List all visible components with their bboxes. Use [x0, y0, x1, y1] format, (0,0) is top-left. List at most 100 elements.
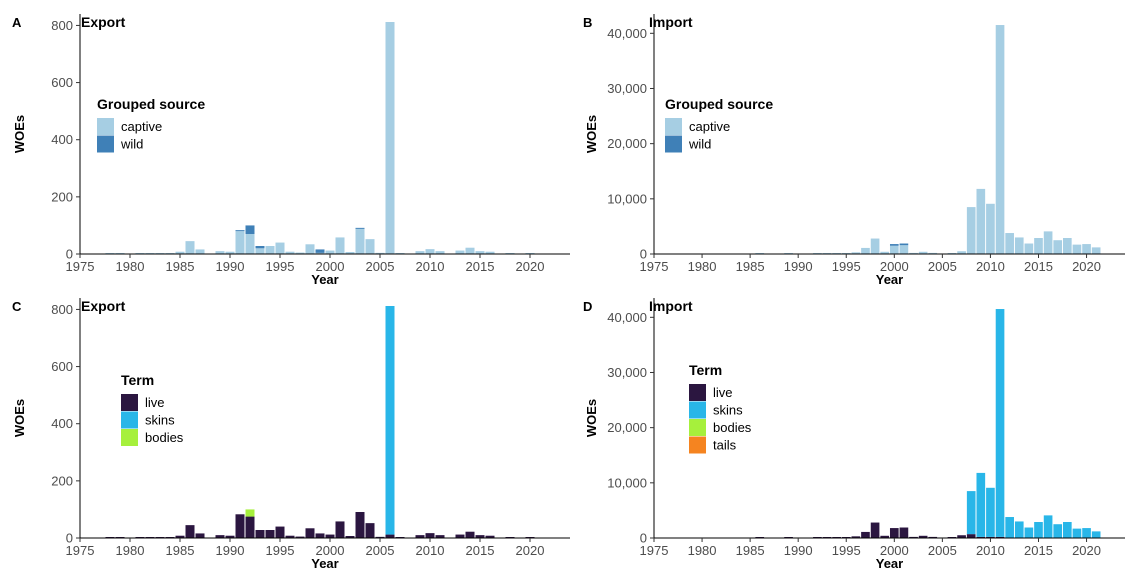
bar-skins-2021 [1091, 531, 1101, 538]
bar-live-1993 [255, 530, 265, 538]
bar-live-2001 [335, 521, 345, 538]
bar-live-2015 [475, 535, 485, 538]
x-tick-label: 2020 [1072, 259, 1101, 274]
bar-captive-1994 [265, 246, 275, 254]
y-tick-label: 0 [640, 247, 647, 262]
bar-live-2009 [415, 535, 425, 538]
x-tick-label: 1990 [784, 543, 813, 558]
bar-live-1989 [215, 535, 225, 538]
x-tick-label: 1990 [216, 543, 245, 558]
bar-skins-2010 [986, 487, 995, 537]
legend-swatch-wild [97, 135, 114, 153]
bar-live-2000 [889, 528, 899, 538]
legend-label-bodies: bodies [713, 420, 752, 435]
bar-captive-2002 [345, 252, 355, 254]
x-tick-label: 2005 [928, 543, 957, 558]
y-tick-label: 40,000 [607, 310, 647, 325]
bar-captive-2007 [957, 251, 966, 254]
legend-title: Grouped source [97, 96, 205, 112]
bar-live-1992 [245, 516, 255, 538]
bar-captive-2017 [1053, 240, 1063, 254]
legend-label-bodies: bodies [145, 430, 184, 445]
bar-captive-1997 [295, 252, 305, 254]
x-tick-label: 1995 [266, 543, 295, 558]
x-tick-label: 2015 [1024, 543, 1053, 558]
x-tick-label: 2000 [880, 259, 909, 274]
x-tick-label: 1980 [688, 543, 717, 558]
bar-wild-1999 [315, 249, 325, 253]
legend-swatch-skins [121, 411, 138, 429]
bar-live-1998 [305, 528, 315, 538]
x-tick-label: 1990 [784, 259, 813, 274]
x-tick-label: 2020 [516, 259, 545, 274]
bar-skins-2009 [976, 472, 986, 537]
bar-live-1995 [275, 526, 285, 538]
legend-swatch-tails [689, 436, 706, 454]
x-tick-label: 2010 [976, 259, 1005, 274]
bar-captive-2014 [1024, 243, 1034, 254]
bar-skins-2012 [1005, 517, 1014, 538]
x-tick-label: 1985 [166, 543, 195, 558]
x-tick-label: 1975 [66, 543, 95, 558]
bar-captive-2008 [966, 207, 976, 254]
y-tick-label: 10,000 [607, 191, 647, 206]
legend-label-captive: captive [121, 119, 162, 134]
bar-captive-2004 [928, 252, 938, 254]
bar-captive-2011 [995, 25, 1005, 255]
x-tick-label: 1985 [166, 259, 195, 274]
x-tick-label: 2005 [366, 259, 395, 274]
bar-captive-2015 [1034, 238, 1043, 254]
bar-live-1985 [175, 535, 185, 538]
bar-wild-2001 [899, 243, 909, 246]
bar-captive-2018 [1063, 238, 1072, 254]
x-tick-label: 1975 [640, 259, 669, 274]
bar-captive-1993 [255, 248, 265, 254]
bar-captive-1989 [215, 251, 225, 254]
bar-live-2013 [455, 534, 465, 538]
x-axis-title: Year [311, 272, 338, 287]
x-tick-label: 2010 [416, 543, 445, 558]
bar-live-1998 [870, 522, 880, 538]
bar-live-2011 [995, 536, 1005, 538]
bar-live-2004 [365, 523, 375, 538]
bar-captive-2010 [425, 249, 435, 254]
x-tick-label: 2000 [316, 259, 345, 274]
y-tick-label: 800 [51, 18, 73, 33]
x-tick-label: 2015 [466, 543, 495, 558]
x-tick-label: 2000 [880, 543, 909, 558]
bar-skins-2014 [1024, 527, 1034, 538]
y-tick-label: 600 [51, 359, 73, 374]
y-tick-label: 40,000 [607, 26, 647, 41]
bar-captive-2019 [1072, 244, 1082, 254]
x-tick-label: 1995 [266, 259, 295, 274]
legend-label-live: live [145, 395, 165, 410]
bar-captive-2021 [1091, 247, 1101, 254]
bar-live-1994 [265, 530, 275, 538]
bar-captive-2009 [976, 188, 986, 254]
legend-label-wild: wild [120, 137, 143, 152]
y-tick-label: 0 [66, 531, 73, 546]
bar-live-2003 [918, 535, 928, 538]
bar-skins-2006 [385, 306, 395, 535]
bar-live-1986 [185, 525, 195, 538]
bar-captive-2003 [918, 251, 928, 254]
bar-live-2009 [976, 536, 986, 538]
bar-captive-2015 [475, 251, 485, 254]
bar-live-2004 [928, 536, 938, 538]
bar-captive-2010 [986, 203, 995, 254]
legend-swatch-live [689, 384, 706, 401]
bar-live-2008 [966, 534, 976, 538]
legend-swatch-live [121, 394, 138, 411]
bar-captive-2020 [1082, 244, 1091, 254]
legend-label-tails: tails [713, 438, 737, 453]
legend-swatch-captive [97, 118, 114, 135]
bar-captive-1999 [315, 252, 325, 254]
bar-captive-1991 [235, 231, 245, 254]
legend-swatch-skins [689, 401, 706, 419]
bar-captive-2013 [1014, 237, 1024, 254]
panel-d: D Import 0 10,000 20,000 30,000 40,000 1975 1980… [583, 298, 1125, 571]
bar-live-1997 [861, 531, 870, 538]
bar-captive-2001 [335, 237, 345, 254]
panel-title: Export [81, 14, 126, 30]
